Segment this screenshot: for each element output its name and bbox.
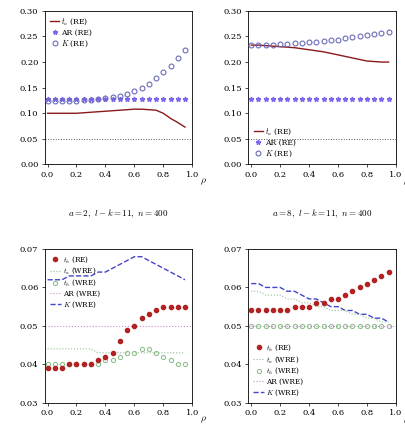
Text: $\rho$: $\rho$ [199, 177, 206, 187]
Legend: $t_h$ (RE), $t_a$ (WRE), $t_h$ (WRE), AR (WRE), $K$ (WRE): $t_h$ (RE), $t_a$ (WRE), $t_h$ (WRE), AR… [251, 341, 304, 399]
Text: $\rho$: $\rho$ [402, 415, 405, 425]
Text: $a=2,\ l-k=11,\ n=400$: $a=2,\ l-k=11,\ n=400$ [68, 207, 168, 220]
Text: $a=8,\ l-k=11,\ n=400$: $a=8,\ l-k=11,\ n=400$ [271, 207, 371, 220]
Legend: $t_a$ (RE), AR (RE), $K$ (RE): $t_a$ (RE), AR (RE), $K$ (RE) [48, 15, 94, 51]
Text: $\rho$: $\rho$ [402, 177, 405, 187]
Legend: $t_h$ (RE), $t_a$ (WRE), $t_h$ (WRE), AR (WRE), $K$ (WRE): $t_h$ (RE), $t_a$ (WRE), $t_h$ (WRE), AR… [48, 252, 101, 311]
Legend: $t_a$ (RE), AR (RE), $K$ (RE): $t_a$ (RE), AR (RE), $K$ (RE) [252, 125, 297, 161]
Text: $\rho$: $\rho$ [199, 415, 206, 425]
